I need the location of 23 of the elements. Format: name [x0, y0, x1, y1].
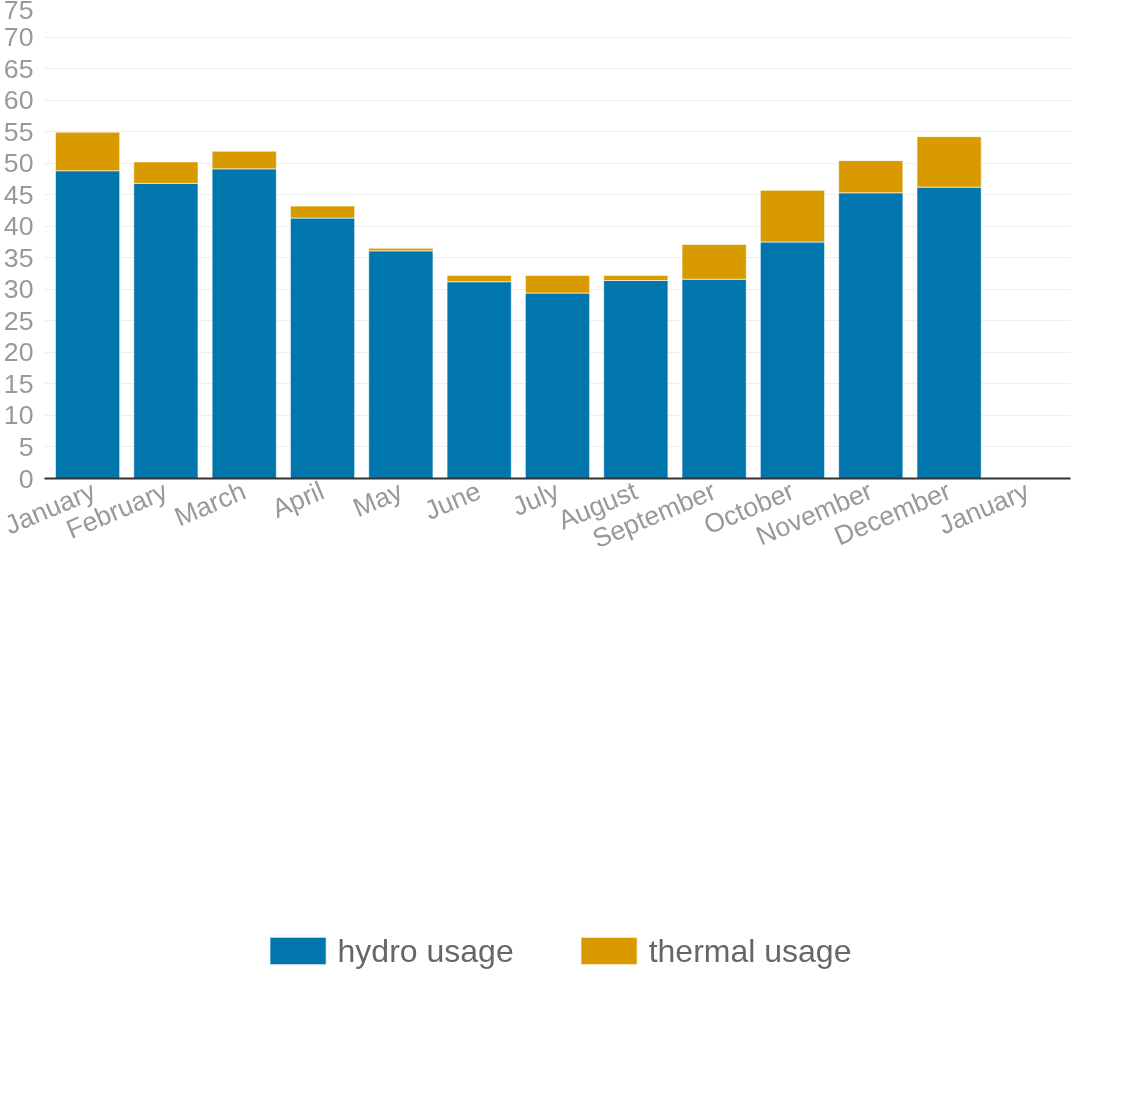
- legend-label: thermal usage: [648, 932, 852, 970]
- y-tick-label: 45: [3, 179, 34, 210]
- y-tick-label: 5: [18, 431, 34, 462]
- y-tick-label: 15: [3, 368, 34, 399]
- y-tick-label: 20: [3, 337, 34, 368]
- y-tick-label: 55: [3, 116, 34, 147]
- y-tick-label: 60: [3, 85, 34, 116]
- y-tick-label: 40: [3, 211, 34, 242]
- x-tick-label: July: [508, 475, 564, 522]
- y-tick-label: 50: [3, 148, 34, 179]
- x-tick-label: March: [170, 475, 251, 533]
- x-tick-label: June: [420, 475, 486, 526]
- y-tick-label: 10: [3, 400, 34, 431]
- x-tick-label: May: [348, 475, 408, 523]
- y-tick-label: 30: [3, 274, 34, 305]
- y-tick-label: 75: [3, 0, 34, 25]
- x-tick-label: April: [267, 475, 329, 525]
- y-tick-label: 35: [3, 242, 34, 273]
- bar: [368, 250, 434, 479]
- y-tick-label: 25: [3, 305, 34, 336]
- y-tick-label: 70: [3, 22, 34, 53]
- legend-label: hydro usage: [337, 932, 514, 970]
- y-tick-label: 65: [3, 53, 34, 84]
